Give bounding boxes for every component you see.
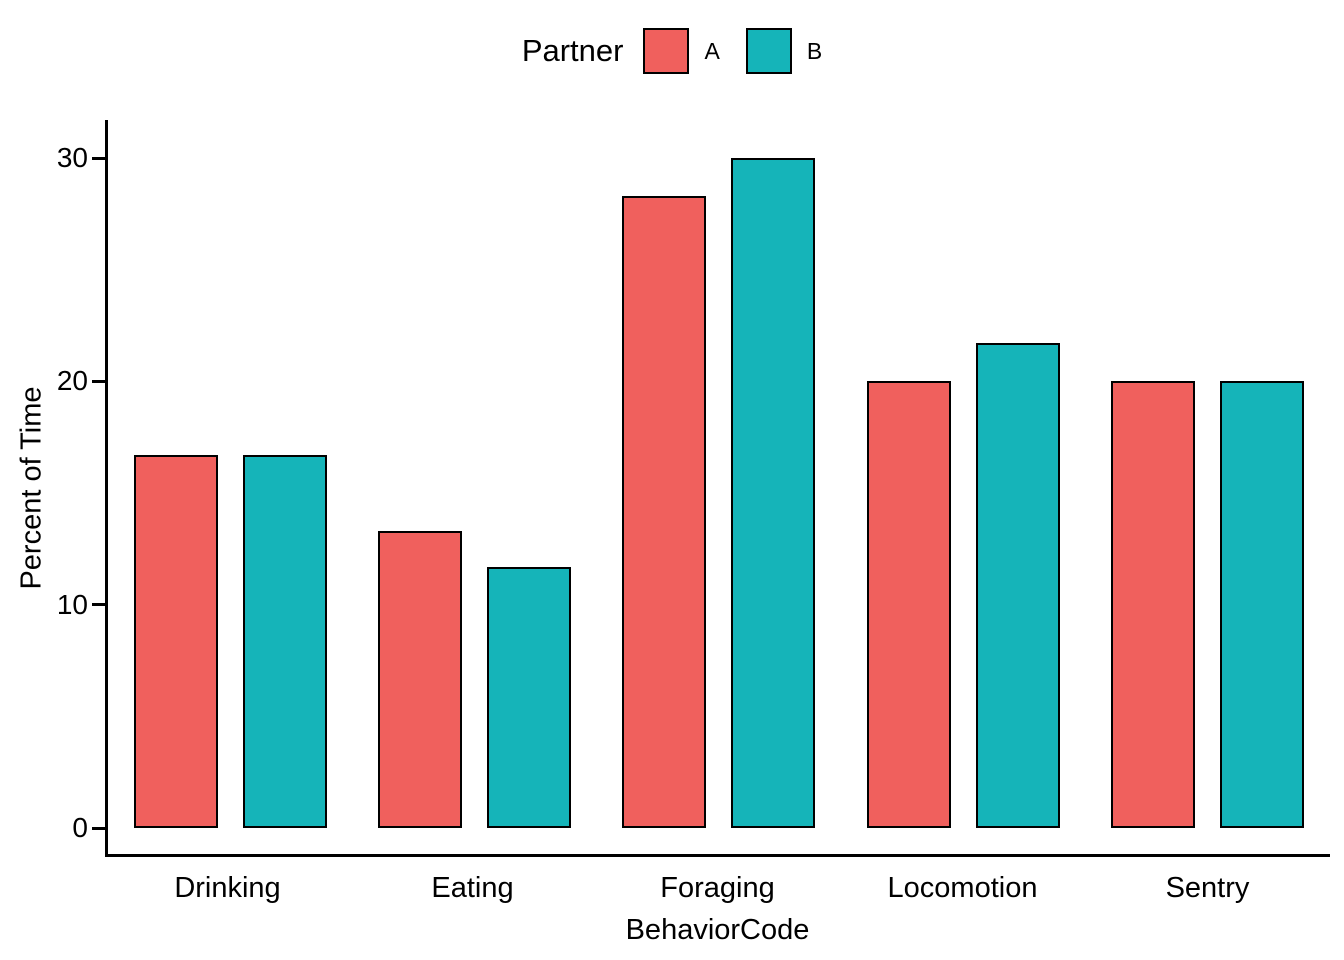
y-tick-label: 10 xyxy=(56,588,88,620)
bar-group-eating xyxy=(378,530,572,828)
plot-panel xyxy=(105,120,1330,857)
bar-group-locomotion xyxy=(866,343,1060,828)
bar-foraging-b xyxy=(731,158,816,828)
bar-eating-b xyxy=(487,566,572,828)
y-tick-label: 20 xyxy=(56,365,88,397)
bar-drinking-b xyxy=(242,455,327,828)
legend-item-b: B xyxy=(745,28,823,74)
legend-item-a: A xyxy=(643,28,720,74)
x-tick-label: Drinking xyxy=(174,872,281,904)
legend-swatch-b xyxy=(745,28,792,74)
x-tick-label: Foraging xyxy=(660,872,775,904)
y-tick-mark xyxy=(92,603,105,607)
x-tick-label: Eating xyxy=(431,872,514,904)
bars-area xyxy=(108,158,1330,828)
bar-locomotion-a xyxy=(866,381,951,828)
legend-label: B xyxy=(806,37,823,64)
legend-swatch-a xyxy=(643,28,690,74)
bar-sentry-b xyxy=(1220,381,1305,828)
x-axis-tick-labels: Drinking Eating Foraging Locomotion Sentry xyxy=(105,872,1330,905)
y-tick-label: 30 xyxy=(56,142,88,173)
bar-group-sentry xyxy=(1111,381,1305,828)
legend-title: Partner xyxy=(521,33,624,68)
x-tick-label: Sentry xyxy=(1165,872,1250,904)
y-tick-mark xyxy=(92,379,105,383)
bar-group-drinking xyxy=(133,455,327,828)
bar-sentry-a xyxy=(1111,381,1196,828)
x-axis-title: BehaviorCode xyxy=(625,914,810,946)
y-tick-mark xyxy=(92,826,105,830)
bar-group-foraging xyxy=(622,158,816,828)
legend-label: A xyxy=(704,37,720,64)
y-axis-title: Percent of Time xyxy=(15,386,48,590)
bar-eating-a xyxy=(378,530,463,828)
bar-foraging-a xyxy=(622,195,707,828)
bar-locomotion-b xyxy=(975,343,1060,828)
y-tick-label: 0 xyxy=(72,812,88,843)
bar-drinking-a xyxy=(133,455,218,828)
x-tick-label: Locomotion xyxy=(887,872,1038,904)
y-tick-mark xyxy=(92,156,105,160)
